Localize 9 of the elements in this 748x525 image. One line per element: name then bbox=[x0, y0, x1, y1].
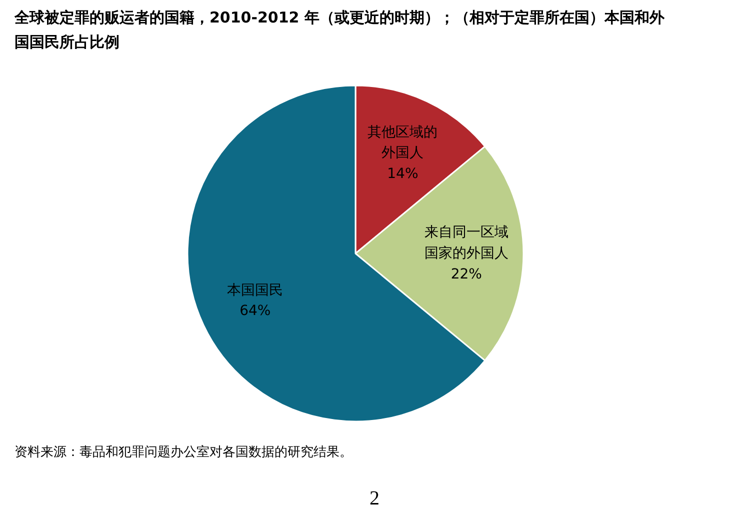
data-label: 14% bbox=[387, 166, 418, 182]
text: 2 bbox=[370, 488, 380, 510]
data-label: 22% bbox=[450, 266, 482, 282]
chart-title: 全球被定罪的贩运者的国籍，2010-2012 年（或更近的时期）；（相对于定罪所在国）本国和外国国民所占比例 bbox=[14, 8, 666, 51]
slice-label: 本国国民 bbox=[227, 282, 284, 298]
text: 资料来源：毒品和犯罪问题办公室对各国数据的研究结果。 bbox=[14, 444, 352, 460]
data-label: 64% bbox=[240, 303, 271, 320]
slice-label: 来自同一区域国家的外国人 bbox=[424, 224, 508, 262]
slice-label: 其他区域的外国人 bbox=[368, 124, 438, 162]
